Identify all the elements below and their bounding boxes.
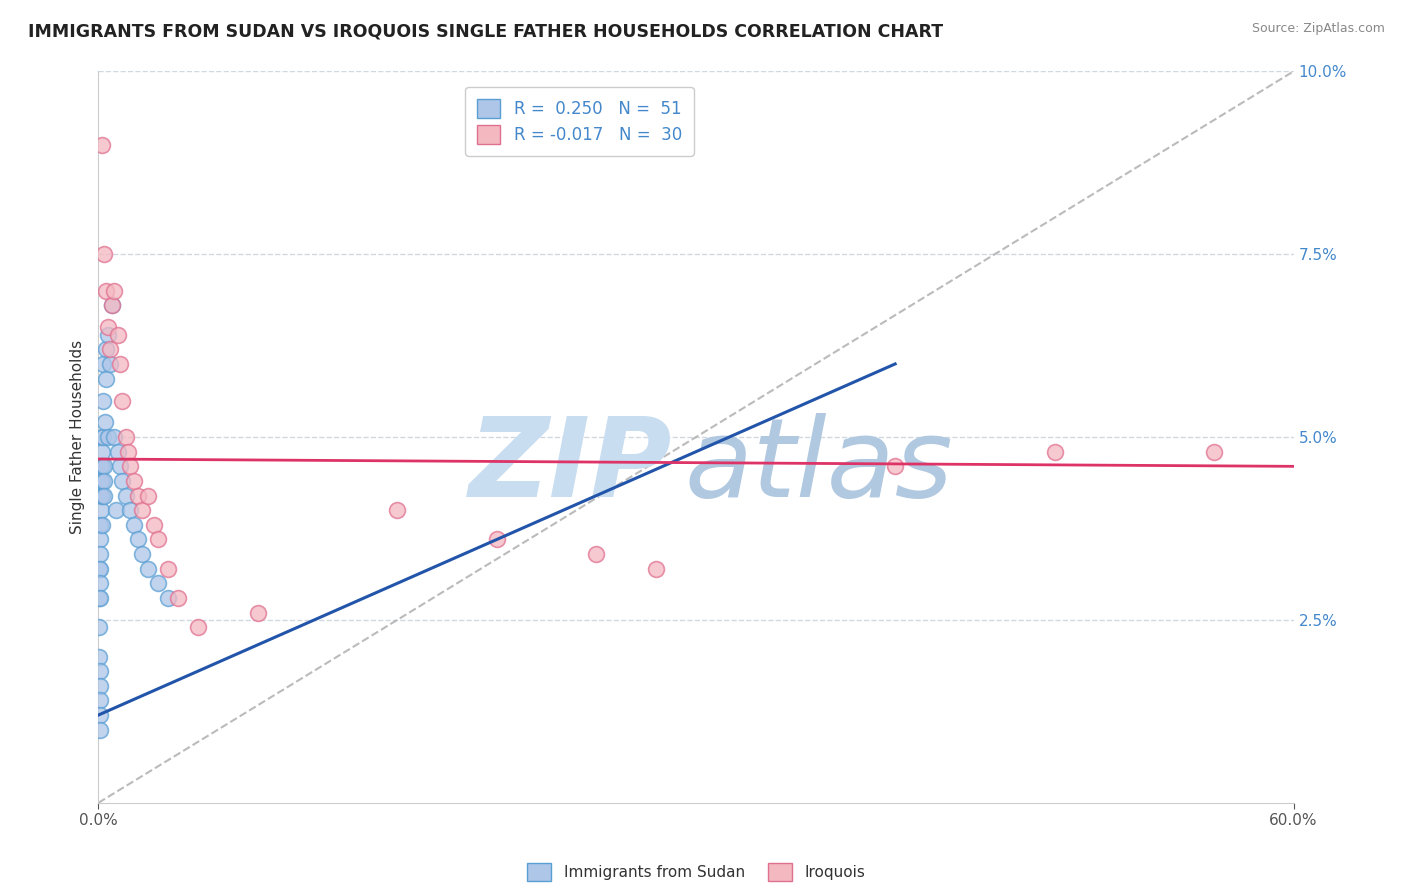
Point: [105, 503, 128, 517]
Text: atlas: atlas: [685, 413, 953, 520]
Point: [110, 357, 132, 371]
Point: [90, 517, 112, 532]
Point: [90, 474, 112, 488]
Point: [585, 547, 607, 561]
Point: [89, 547, 111, 561]
Point: [91, 489, 114, 503]
Point: [98, 343, 122, 357]
Point: [187, 620, 209, 634]
Point: [90, 489, 112, 503]
Point: [93, 489, 115, 503]
Point: [89, 533, 111, 547]
Point: [1043, 444, 1066, 458]
Point: [645, 562, 668, 576]
Point: [115, 430, 138, 444]
Point: [157, 591, 180, 605]
Point: [148, 576, 170, 591]
Point: [97, 430, 120, 444]
Text: ZIP: ZIP: [468, 413, 672, 520]
Point: [131, 503, 153, 517]
Point: [89, 708, 111, 723]
Point: [96, 284, 118, 298]
Point: [96, 343, 118, 357]
Point: [385, 503, 409, 517]
Point: [89, 664, 111, 678]
Point: [90, 503, 112, 517]
Text: IMMIGRANTS FROM SUDAN VS IROQUOIS SINGLE FATHER HOUSEHOLDS CORRELATION CHART: IMMIGRANTS FROM SUDAN VS IROQUOIS SINGLE…: [28, 22, 943, 40]
Point: [884, 459, 907, 474]
Point: [89, 649, 111, 664]
Point: [93, 459, 115, 474]
Point: [96, 371, 118, 385]
Point: [91, 393, 114, 408]
Point: [98, 357, 122, 371]
Point: [157, 562, 180, 576]
Point: [131, 547, 153, 561]
Point: [167, 591, 190, 605]
Point: [124, 474, 146, 488]
Point: [89, 620, 111, 634]
Point: [97, 327, 120, 342]
Y-axis label: Single Father Households: Single Father Households: [69, 340, 84, 534]
Point: [93, 357, 115, 371]
Point: [101, 298, 124, 312]
Point: [89, 562, 111, 576]
Point: [246, 606, 269, 620]
Point: [115, 489, 138, 503]
Point: [127, 533, 149, 547]
Point: [89, 517, 111, 532]
Point: [89, 693, 111, 707]
Point: [127, 489, 149, 503]
Point: [91, 474, 114, 488]
Point: [485, 533, 508, 547]
Point: [101, 298, 124, 312]
Point: [90, 459, 112, 474]
Point: [93, 247, 115, 261]
Point: [136, 489, 159, 503]
Point: [91, 430, 114, 444]
Point: [1202, 444, 1225, 458]
Point: [120, 503, 142, 517]
Legend: Immigrants from Sudan, Iroquois: Immigrants from Sudan, Iroquois: [515, 851, 877, 892]
Point: [91, 137, 114, 152]
Point: [120, 459, 142, 474]
Point: [91, 444, 114, 458]
Point: [89, 576, 111, 591]
Point: [103, 284, 125, 298]
Point: [107, 444, 129, 458]
Point: [93, 474, 115, 488]
Point: [110, 459, 132, 474]
Point: [103, 430, 125, 444]
Point: [91, 459, 114, 474]
Point: [94, 416, 117, 430]
Text: Source: ZipAtlas.com: Source: ZipAtlas.com: [1251, 22, 1385, 36]
Point: [87, 562, 110, 576]
Point: [136, 562, 159, 576]
Point: [91, 430, 114, 444]
Point: [89, 591, 111, 605]
Point: [124, 517, 146, 532]
Point: [111, 474, 134, 488]
Point: [117, 444, 139, 458]
Point: [107, 327, 129, 342]
Point: [89, 723, 111, 737]
Point: [89, 679, 111, 693]
Point: [111, 393, 134, 408]
Point: [97, 320, 120, 334]
Point: [143, 517, 166, 532]
Point: [148, 533, 170, 547]
Point: [89, 591, 111, 605]
